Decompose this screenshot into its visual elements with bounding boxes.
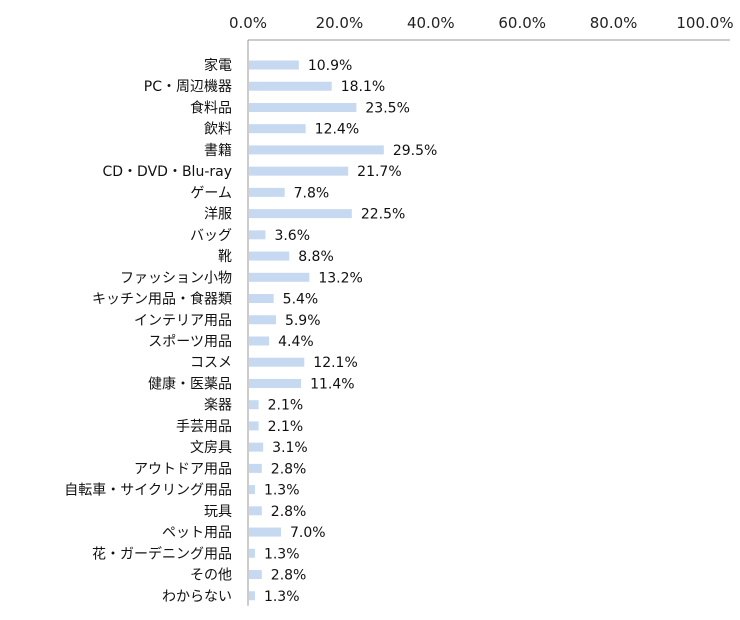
value-label: 13.2% bbox=[318, 270, 362, 286]
bar bbox=[249, 336, 270, 346]
bar bbox=[249, 506, 262, 516]
category-label: 洋服 bbox=[204, 207, 232, 223]
bar bbox=[249, 60, 299, 70]
bar bbox=[249, 124, 306, 134]
x-axis-ticks: 0.0% 20.0% 40.0% 60.0% 80.0% 100.0% bbox=[229, 14, 734, 32]
bar bbox=[249, 272, 310, 282]
value-label: 2.8% bbox=[271, 568, 307, 584]
x-tick-label: 100.0% bbox=[676, 14, 733, 32]
value-label: 1.3% bbox=[264, 546, 300, 562]
category-label: 玩具 bbox=[204, 504, 232, 520]
value-label: 2.1% bbox=[268, 419, 304, 435]
x-tick-label: 60.0% bbox=[498, 14, 546, 32]
category-label: PC・周辺機器 bbox=[144, 79, 232, 95]
bar bbox=[249, 400, 259, 410]
category-label: 自転車・サイクリング用品 bbox=[64, 482, 232, 499]
category-label: CD・DVD・Blu-ray bbox=[103, 164, 233, 180]
category-label: 文房具 bbox=[190, 440, 232, 456]
value-label: 5.9% bbox=[285, 313, 321, 329]
value-label: 4.4% bbox=[278, 334, 314, 350]
value-label: 22.5% bbox=[361, 207, 405, 223]
x-tick-label: 80.0% bbox=[590, 14, 638, 32]
value-label: 11.4% bbox=[310, 376, 354, 392]
category-label: 健康・医薬品 bbox=[148, 375, 232, 392]
value-label: 12.1% bbox=[313, 355, 357, 371]
category-label: 靴 bbox=[218, 249, 232, 265]
value-label: 3.6% bbox=[274, 228, 310, 244]
value-label: 12.4% bbox=[315, 122, 359, 138]
bar bbox=[249, 294, 274, 304]
category-label: 楽器 bbox=[204, 398, 232, 414]
bar-rows: 家電 10.9% PC・周辺機器 18.1% 食料品 23.5% 飲料 12.4% 書籍 29.5… bbox=[64, 57, 437, 605]
category-label: 手芸用品 bbox=[176, 419, 232, 435]
bar bbox=[249, 442, 264, 452]
bar bbox=[249, 251, 290, 261]
bar bbox=[249, 378, 302, 388]
category-label: 家電 bbox=[204, 57, 232, 74]
category-label: わからない bbox=[162, 589, 232, 605]
value-label: 2.8% bbox=[271, 504, 307, 520]
bar bbox=[249, 548, 255, 558]
x-tick-label: 20.0% bbox=[316, 14, 364, 32]
category-label: 食料品 bbox=[190, 99, 232, 116]
bar bbox=[249, 463, 262, 473]
category-label: ゲーム bbox=[190, 185, 232, 201]
bar bbox=[249, 81, 332, 91]
category-label: 書籍 bbox=[204, 142, 232, 159]
value-label: 10.9% bbox=[308, 58, 352, 74]
category-label: ファッション小物 bbox=[120, 270, 232, 286]
value-label: 2.1% bbox=[268, 398, 304, 414]
bar bbox=[249, 485, 255, 495]
value-label: 29.5% bbox=[393, 143, 437, 159]
bar bbox=[249, 166, 349, 176]
category-label: コスメ bbox=[190, 355, 232, 371]
bar bbox=[249, 421, 259, 431]
x-tick-label: 40.0% bbox=[407, 14, 455, 32]
value-label: 7.0% bbox=[290, 525, 326, 541]
category-label: インテリア用品 bbox=[134, 313, 232, 329]
bar bbox=[249, 315, 276, 325]
value-label: 8.8% bbox=[298, 249, 334, 265]
value-label: 21.7% bbox=[357, 164, 401, 180]
bar bbox=[249, 102, 357, 112]
value-label: 7.8% bbox=[294, 185, 330, 201]
value-label: 18.1% bbox=[341, 79, 385, 95]
bar bbox=[249, 209, 352, 219]
value-label: 2.8% bbox=[271, 461, 307, 477]
bar bbox=[249, 230, 266, 240]
category-label: 花・ガーデニング用品 bbox=[92, 545, 232, 562]
category-label: ペット用品 bbox=[162, 525, 232, 541]
category-label: キッチン用品・食器類 bbox=[92, 291, 232, 308]
bar bbox=[249, 527, 281, 537]
bar bbox=[249, 570, 262, 580]
value-label: 1.3% bbox=[264, 483, 300, 499]
x-tick-label: 0.0% bbox=[229, 14, 267, 32]
category-label: その他 bbox=[190, 568, 232, 584]
bar bbox=[249, 591, 255, 601]
value-label: 5.4% bbox=[283, 292, 319, 308]
value-label: 23.5% bbox=[365, 100, 409, 116]
bar bbox=[249, 187, 285, 197]
bar bbox=[249, 145, 384, 155]
value-label: 1.3% bbox=[264, 589, 300, 605]
category-label: 飲料 bbox=[204, 122, 232, 138]
category-label: アウトドア用品 bbox=[134, 461, 232, 477]
bar bbox=[249, 357, 305, 367]
category-label: スポーツ用品 bbox=[148, 334, 232, 350]
value-label: 3.1% bbox=[272, 440, 308, 456]
category-label: バッグ bbox=[190, 228, 232, 244]
